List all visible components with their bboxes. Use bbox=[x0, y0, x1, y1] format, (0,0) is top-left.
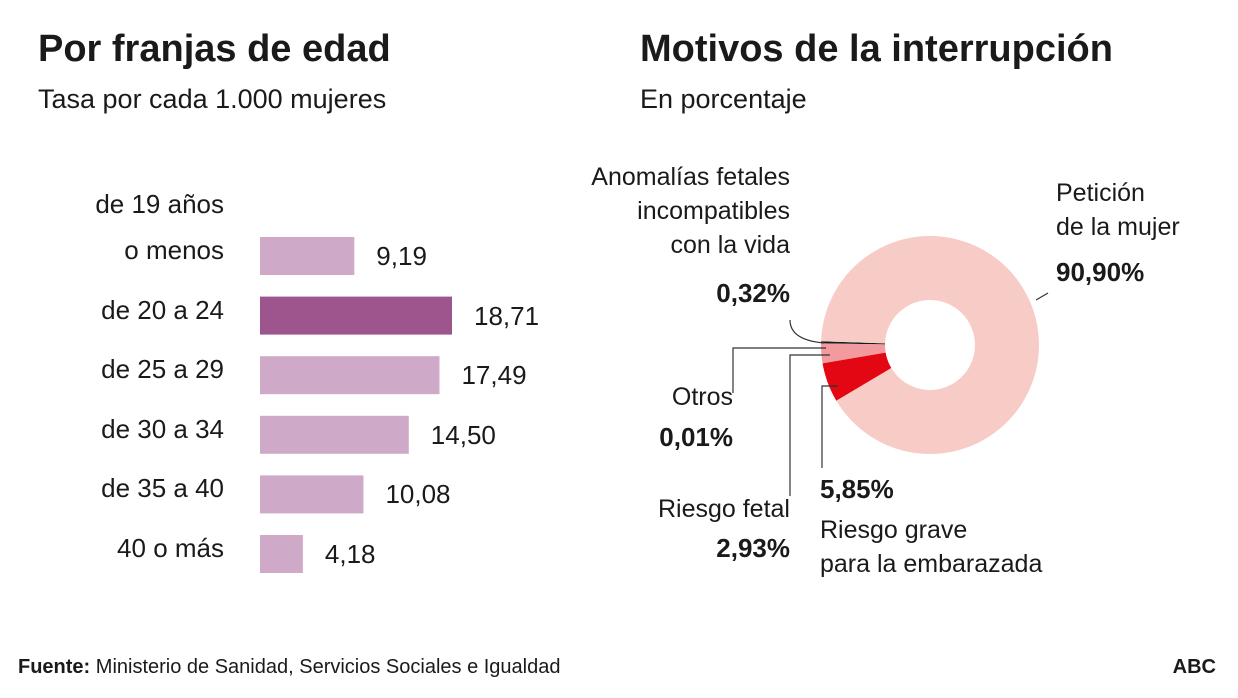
category-label: 40 o más bbox=[117, 533, 224, 563]
leader-line bbox=[821, 385, 838, 468]
slice-value: 90,90% bbox=[1056, 257, 1145, 287]
category-label: de 35 a 40 bbox=[101, 473, 224, 504]
slice-value: 0,32% bbox=[716, 278, 790, 308]
slice-label: Riesgo grave para la embarazada bbox=[820, 516, 1043, 578]
source-label: Fuente: bbox=[18, 656, 91, 678]
slice-label: Anomalías fetales incompatibles con la v… bbox=[591, 163, 790, 259]
category-label: de 30 a 34 bbox=[101, 413, 224, 444]
category-label: de 19 años o menos bbox=[95, 189, 224, 265]
bar bbox=[260, 296, 452, 335]
donut-slice bbox=[822, 352, 892, 401]
leader-line bbox=[789, 319, 825, 344]
chart-title: Motivos de la interrupción bbox=[640, 28, 1113, 70]
bar bbox=[260, 475, 364, 514]
donut-slice bbox=[821, 236, 1040, 454]
donut-slice bbox=[821, 341, 886, 345]
source-text: Ministerio de Sanidad, Servicios Sociale… bbox=[95, 656, 561, 678]
slice-value: 5,85% bbox=[820, 474, 894, 504]
value-label: 4,18 bbox=[324, 539, 376, 569]
leader-line bbox=[789, 354, 830, 496]
brand: ABC bbox=[1172, 656, 1216, 678]
value-label: 17,49 bbox=[461, 360, 527, 391]
value-label: 18,71 bbox=[474, 300, 540, 331]
value-label: 9,19 bbox=[376, 241, 427, 271]
donut-slice bbox=[821, 343, 886, 364]
bar bbox=[260, 356, 440, 395]
source: Fuente: Ministerio de Sanidad, Servicios… bbox=[18, 656, 561, 679]
leader-line bbox=[1035, 292, 1049, 301]
chart-subtitle: En porcentaje bbox=[640, 84, 807, 114]
leader-line bbox=[732, 347, 826, 393]
donut-slice bbox=[821, 343, 886, 345]
category-label: de 25 a 29 bbox=[101, 354, 224, 385]
chart-subtitle: Tasa por cada 1.000 mujeres bbox=[38, 84, 387, 114]
slice-value: 0,01% bbox=[659, 422, 733, 452]
slice-value: 2,93% bbox=[716, 533, 790, 563]
slice-label: Petición de la mujer bbox=[1056, 179, 1180, 241]
bar bbox=[260, 415, 409, 454]
category-label: de 20 a 24 bbox=[101, 294, 224, 325]
chart-title: Por franjas de edad bbox=[38, 28, 391, 70]
bar bbox=[260, 237, 355, 275]
value-label: 14,50 bbox=[430, 419, 496, 450]
value-label: 10,08 bbox=[385, 479, 451, 510]
bar bbox=[260, 535, 303, 573]
slice-label: Riesgo fetal bbox=[657, 495, 790, 523]
slice-label: Otros bbox=[671, 383, 733, 411]
